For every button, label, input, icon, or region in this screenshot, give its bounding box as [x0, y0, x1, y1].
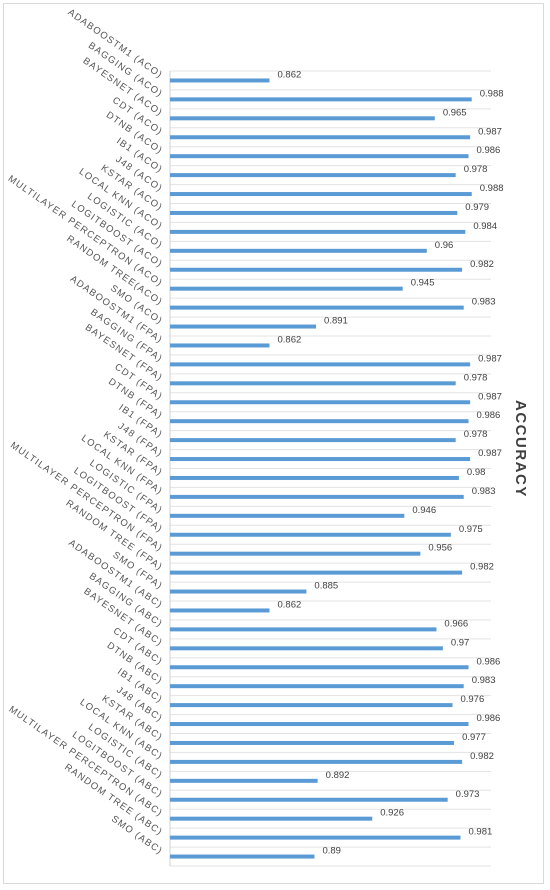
- data-label: 0.965: [443, 107, 467, 118]
- data-label: 0.987: [478, 391, 502, 402]
- data-label: 0.979: [465, 202, 489, 213]
- bar: [170, 627, 437, 632]
- bar: [170, 362, 471, 367]
- data-label: 0.983: [472, 486, 496, 497]
- bar: [170, 722, 469, 727]
- data-label: 0.987: [478, 448, 502, 459]
- bar: [170, 419, 469, 424]
- bar: [170, 154, 469, 159]
- bar: [170, 135, 471, 140]
- bar: [170, 778, 318, 783]
- data-label: 0.981: [469, 827, 493, 838]
- bar: [170, 400, 471, 405]
- data-label: 0.982: [470, 751, 494, 762]
- bar: [170, 438, 456, 443]
- data-label: 0.982: [470, 562, 494, 573]
- bar: [170, 703, 453, 708]
- data-label: 0.986: [477, 410, 501, 421]
- data-label: 0.986: [477, 656, 501, 667]
- data-label: 0.976: [460, 694, 484, 705]
- data-label: 0.973: [456, 789, 480, 800]
- data-label: 0.946: [412, 505, 436, 516]
- data-label: 0.983: [472, 297, 496, 308]
- bar: [170, 854, 315, 859]
- bar: [170, 797, 448, 802]
- data-label: 0.96: [435, 240, 454, 251]
- data-label: 0.89: [322, 846, 341, 857]
- bar: [170, 210, 458, 215]
- bar: [170, 97, 472, 102]
- data-label: 0.945: [411, 278, 435, 289]
- axis-title: ACCURACY: [512, 400, 529, 498]
- data-label: 0.891: [324, 316, 348, 327]
- bar: [170, 684, 464, 689]
- data-label: 0.987: [478, 126, 502, 137]
- bar: [170, 475, 459, 480]
- data-label: 0.978: [464, 164, 488, 175]
- bar: [170, 551, 421, 556]
- bar: [170, 229, 466, 234]
- data-label: 0.97: [451, 637, 470, 648]
- data-label: 0.984: [473, 221, 497, 232]
- data-label: 0.862: [278, 599, 302, 610]
- bar: [170, 532, 451, 537]
- bar: [170, 267, 463, 272]
- bar: [170, 248, 427, 253]
- data-labels: 0.862 0.988 0.965 0.987 0.986 0.978 0.988 0.979…: [278, 69, 504, 856]
- data-label: 0.988: [480, 88, 504, 99]
- bar: [170, 835, 461, 840]
- bar: [170, 759, 463, 764]
- data-label: 0.862: [278, 69, 302, 80]
- data-label: 0.983: [472, 675, 496, 686]
- bar: [170, 457, 471, 462]
- bar: [170, 646, 443, 651]
- bar: [170, 78, 270, 83]
- bar: [170, 513, 405, 518]
- data-label: 0.98: [467, 467, 486, 478]
- bar: [170, 740, 455, 745]
- gridlines: [169, 70, 491, 867]
- bar: [170, 816, 373, 821]
- bar: [170, 665, 469, 670]
- data-label: 0.966: [444, 618, 468, 629]
- data-label: 0.986: [477, 145, 501, 156]
- chart-border: [3, 3, 544, 884]
- bar: [170, 343, 270, 348]
- bar: [170, 570, 463, 575]
- bar: [170, 305, 464, 310]
- data-label: 0.986: [477, 713, 501, 724]
- data-label: 0.926: [380, 808, 404, 819]
- data-label: 0.892: [326, 770, 350, 781]
- bar: [170, 173, 456, 178]
- bar: [170, 116, 435, 121]
- data-label: 0.975: [459, 524, 483, 535]
- bar: [170, 608, 270, 613]
- data-label: 0.978: [464, 429, 488, 440]
- bar: [170, 494, 464, 499]
- bar-series: [170, 78, 472, 859]
- data-label: 0.977: [462, 732, 486, 743]
- bar: [170, 381, 456, 386]
- bar: [170, 589, 307, 594]
- data-label: 0.982: [470, 259, 494, 270]
- data-label: 0.987: [478, 353, 502, 364]
- bar: [170, 286, 403, 291]
- data-label: 0.988: [480, 183, 504, 194]
- bar: [170, 192, 472, 197]
- data-label: 0.978: [464, 372, 488, 383]
- data-label: 0.862: [278, 334, 302, 345]
- bar: [170, 324, 317, 329]
- data-label: 0.956: [428, 543, 452, 554]
- data-label: 0.885: [314, 581, 338, 592]
